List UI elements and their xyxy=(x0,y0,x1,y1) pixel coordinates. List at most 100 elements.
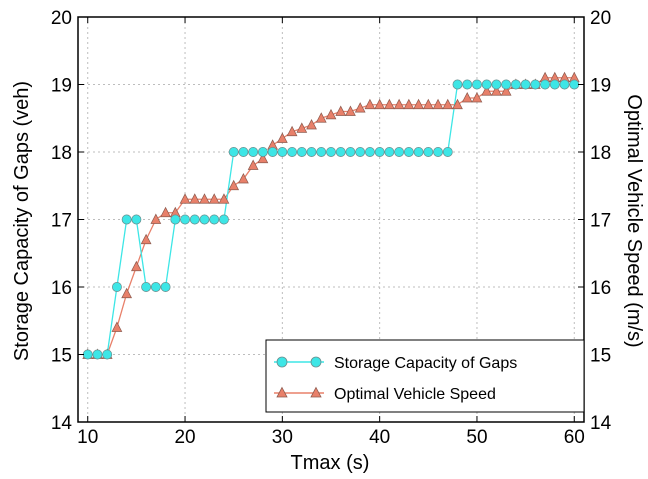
legend-marker-speed xyxy=(276,386,288,398)
speed-point xyxy=(315,112,327,123)
legend: Storage Capacity of Gaps Optimal Vehicle… xyxy=(265,339,585,413)
capacity-point xyxy=(510,79,521,90)
speed-point xyxy=(384,98,395,110)
capacity-point xyxy=(345,147,356,157)
x-tick-label: 60 xyxy=(564,427,585,448)
capacity-point xyxy=(131,214,142,225)
capacity-point xyxy=(296,147,307,157)
speed-point xyxy=(335,105,347,116)
speed-point xyxy=(111,321,123,332)
capacity-point xyxy=(462,79,473,90)
capacity-point xyxy=(141,282,152,292)
capacity-point xyxy=(199,214,210,225)
speed-point xyxy=(247,159,259,170)
capacity-point xyxy=(394,147,405,157)
y-tick-label-right: 16 xyxy=(590,278,611,299)
capacity-point xyxy=(316,147,327,157)
capacity-point xyxy=(355,147,366,157)
y-tick-label-right: 20 xyxy=(590,8,611,29)
capacity-point xyxy=(530,79,541,90)
capacity-point xyxy=(287,147,298,157)
legend-box xyxy=(265,339,585,413)
speed-point xyxy=(257,152,269,164)
capacity-point xyxy=(277,147,288,157)
speed-point xyxy=(121,287,133,299)
y-tick-label-left: 17 xyxy=(51,211,72,232)
capacity-point xyxy=(209,214,220,225)
y-tick-label-right: 18 xyxy=(590,143,611,164)
speed-point xyxy=(140,233,152,245)
y-tick-label-left: 16 xyxy=(51,278,72,299)
speed-point xyxy=(179,193,191,204)
y-tick-label-left: 19 xyxy=(51,76,72,97)
speed-point xyxy=(491,85,502,96)
speed-point xyxy=(238,173,249,184)
speed-point xyxy=(461,92,473,103)
speed-point xyxy=(296,122,308,133)
capacity-point xyxy=(238,147,249,157)
series-lines xyxy=(87,77,575,356)
capacity-point xyxy=(82,349,93,360)
capacity-point xyxy=(248,147,259,157)
legend-marker-speed xyxy=(310,386,322,398)
capacity-point xyxy=(520,79,531,90)
x-tick-label: 20 xyxy=(174,427,195,448)
capacity-point xyxy=(180,214,190,225)
y-tick-label-left: 15 xyxy=(51,346,72,367)
capacity-point xyxy=(306,147,317,157)
legend-label-speed: Optimal Vehicle Speed xyxy=(334,386,496,403)
capacity-point xyxy=(189,214,200,225)
y-tick-label-right: 19 xyxy=(590,76,611,97)
speed-point xyxy=(374,98,386,110)
capacity-point xyxy=(92,349,103,360)
speed-point xyxy=(325,108,337,120)
speed-point xyxy=(160,206,171,218)
speed-point xyxy=(442,98,454,110)
x-tick-label: 50 xyxy=(466,427,487,448)
capacity-point xyxy=(228,147,239,157)
speed-point xyxy=(306,119,317,130)
capacity-point xyxy=(452,79,463,90)
series-markers xyxy=(82,71,580,360)
speed-point xyxy=(276,132,288,143)
capacity-point xyxy=(384,147,395,157)
ticks xyxy=(78,16,584,423)
capacity-point xyxy=(423,147,434,157)
speed-point xyxy=(413,98,424,110)
capacity-point xyxy=(170,214,181,225)
capacity-point xyxy=(481,79,492,90)
capacity-point xyxy=(549,79,560,90)
y-axis-label-right: Optimal Vehicle Speed (m/s) xyxy=(623,94,645,347)
speed-point xyxy=(286,125,298,137)
speed-point xyxy=(393,98,405,110)
speed-point xyxy=(345,105,356,116)
legend-marker-capacity xyxy=(310,356,322,368)
y-axis-label-left: Storage Capacity of Gaps (veh) xyxy=(11,81,33,361)
capacity-point xyxy=(442,147,453,157)
speed-point xyxy=(131,260,142,272)
speed-point xyxy=(432,98,444,110)
speed-point xyxy=(481,85,493,96)
speed-point xyxy=(208,193,220,204)
speed-point xyxy=(364,98,376,110)
capacity-point xyxy=(267,147,278,157)
capacity-point xyxy=(491,79,502,90)
y-tick-label-right: 15 xyxy=(590,346,611,367)
speed-point xyxy=(422,98,434,110)
capacity-point xyxy=(364,147,375,157)
speed-point xyxy=(500,85,512,96)
capacity-point xyxy=(335,147,346,157)
capacity-point xyxy=(472,79,482,90)
capacity-point xyxy=(559,79,570,90)
speed-point xyxy=(452,98,463,110)
speed-point xyxy=(218,193,230,204)
speed-point xyxy=(199,193,210,204)
y-tick-label-right: 14 xyxy=(590,413,612,434)
legend-label-capacity: Storage Capacity of Gaps xyxy=(334,355,517,372)
capacity-point xyxy=(160,282,171,292)
capacity-point xyxy=(102,349,113,360)
x-tick-label: 10 xyxy=(77,427,98,448)
x-tick-label: 40 xyxy=(369,427,390,448)
speed-point xyxy=(150,213,162,224)
